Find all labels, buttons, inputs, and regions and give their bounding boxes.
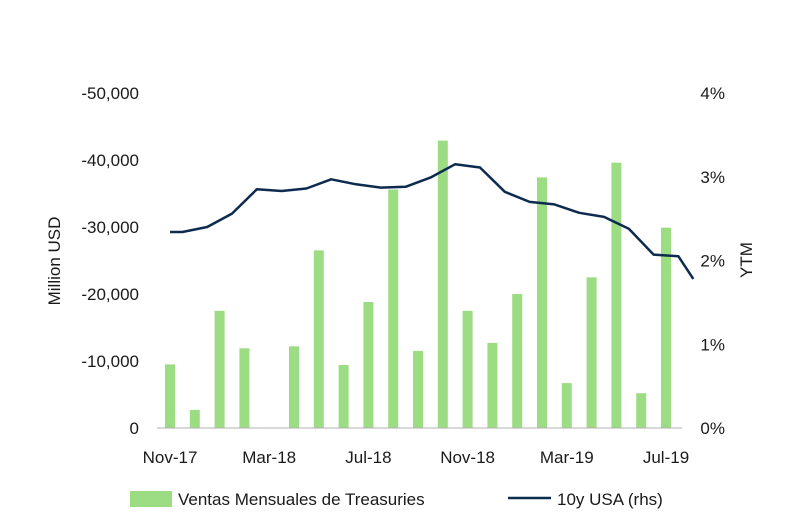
bars (165, 140, 671, 429)
right-axis-title: YTM (737, 242, 756, 278)
left-tick-label: -10,000 (81, 352, 139, 371)
bar-Jun-19 (636, 393, 647, 428)
bar-Mar-19 (561, 383, 572, 428)
right-tick-label: 3% (700, 168, 725, 187)
x-tick-label: Nov-17 (143, 448, 198, 467)
bar-Jan-18 (214, 310, 225, 429)
bar-Apr-18 (289, 346, 299, 428)
left-tick-label: -30,000 (81, 218, 139, 237)
yield-line-path (170, 162, 695, 280)
x-tick-label: Nov-18 (440, 448, 495, 467)
bar-May-19 (611, 162, 622, 428)
bar-Dec-17 (189, 409, 200, 428)
legend-label-bars: Ventas Mensuales de Treasuries (178, 490, 425, 509)
bar-Aug-18 (388, 189, 399, 428)
right-tick-label: 1% (700, 335, 725, 354)
bar-Jan-19 (512, 294, 523, 428)
right-tick-label: 2% (700, 252, 725, 271)
left-tick-label: -20,000 (81, 285, 139, 304)
x-axis: Nov-17 Mar-18 Jul-18 Nov-18 Mar-19 Jul-19 (143, 448, 690, 467)
legend-label-line: 10y USA (rhs) (557, 490, 663, 509)
right-axis: 0% 1% 2% 3% 4% (700, 84, 725, 438)
left-axis: 0 -10,000 -20,000 -30,000 -40,000 -50,000 (81, 84, 139, 438)
left-tick-label: -50,000 (81, 84, 139, 103)
bar-Jul-19 (661, 227, 671, 428)
bar-Sep-18 (413, 350, 423, 428)
left-tick-label: -40,000 (81, 151, 139, 170)
bar-Nov-18 (462, 310, 473, 429)
left-axis-title: Million USD (45, 217, 64, 306)
bar-Jun-18 (338, 365, 349, 428)
x-tick-label: Mar-19 (540, 448, 594, 467)
bar-Oct-18 (437, 140, 448, 428)
bar-Nov-17 (165, 364, 175, 428)
right-tick-label: 0% (700, 419, 725, 438)
bar-Dec-18 (487, 342, 498, 428)
bar-Apr-19 (586, 277, 597, 429)
yield-line (170, 162, 695, 280)
x-tick-label: Mar-18 (242, 448, 296, 467)
right-tick-label: 4% (700, 84, 725, 103)
bar-Jul-18 (363, 302, 374, 428)
bar-May-18 (313, 250, 324, 428)
legend-swatch-bars (130, 491, 172, 507)
left-tick-label: 0 (130, 419, 139, 438)
x-tick-label: Jul-19 (643, 448, 689, 467)
legend: Ventas Mensuales de Treasuries 10y USA (… (130, 490, 663, 509)
bar-Feb-19 (537, 177, 547, 428)
x-tick-label: Jul-18 (345, 448, 391, 467)
bar-Feb-18 (239, 348, 250, 428)
